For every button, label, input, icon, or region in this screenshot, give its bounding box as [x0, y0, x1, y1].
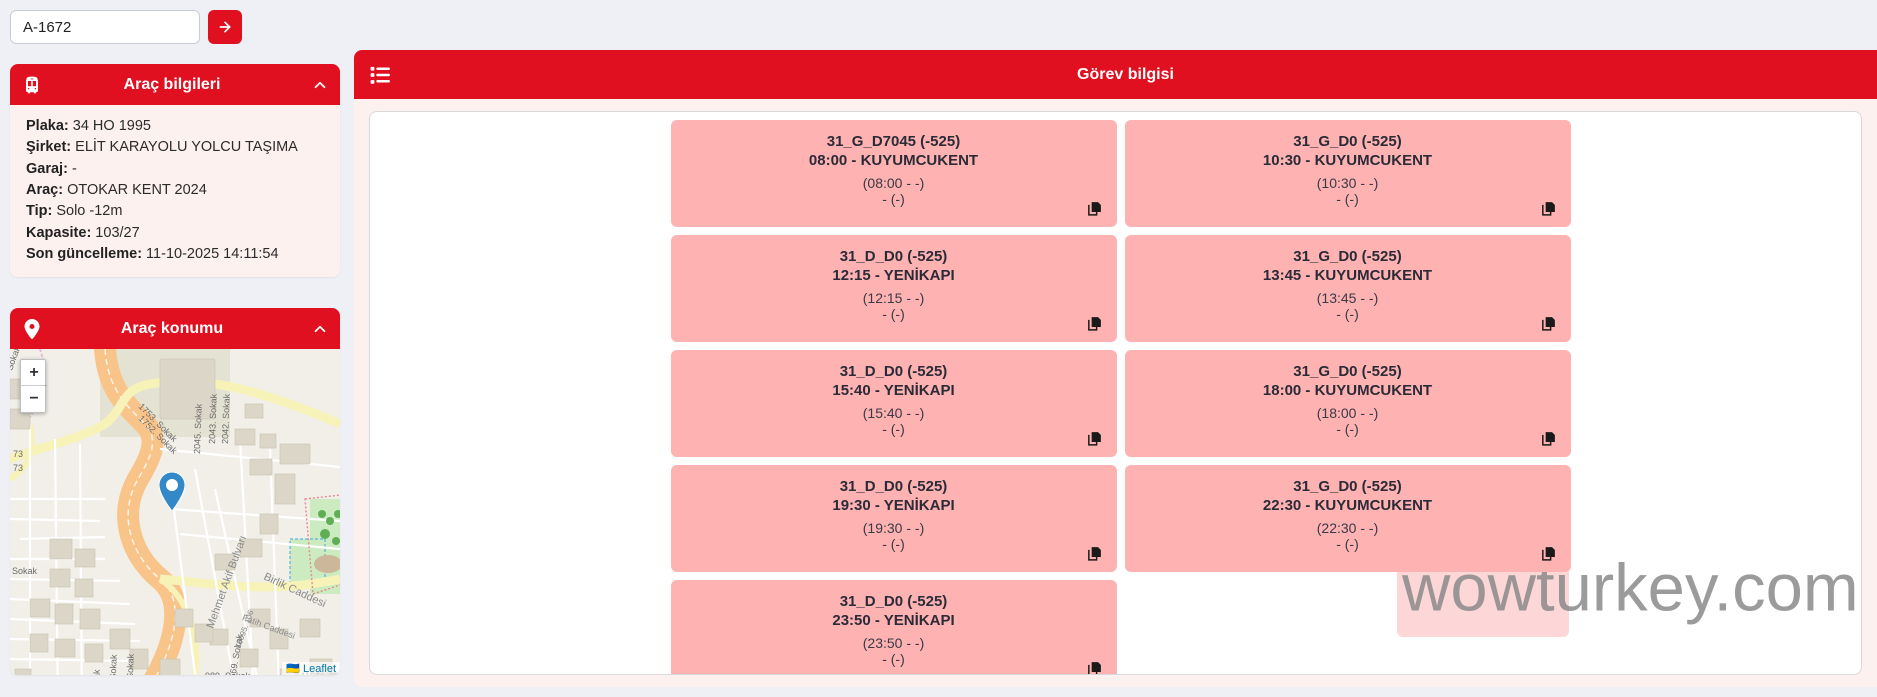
svg-text:73: 73 [13, 463, 23, 473]
svg-text:2045. Sokak: 2045. Sokak [192, 403, 204, 454]
svg-text:1101. Sokak: 1101. Sokak [107, 654, 119, 675]
svg-text:1102. Sokak: 1102. Sokak [90, 669, 102, 675]
svg-text:1099. Sokak: 1099. Sokak [124, 653, 136, 675]
svg-text:73: 73 [13, 449, 23, 459]
svg-text:2043. Sokak: 2043. Sokak [207, 393, 219, 444]
svg-text:2042. Sokak: 2042. Sokak [220, 393, 232, 444]
svg-text:Sokak: Sokak [12, 566, 38, 576]
